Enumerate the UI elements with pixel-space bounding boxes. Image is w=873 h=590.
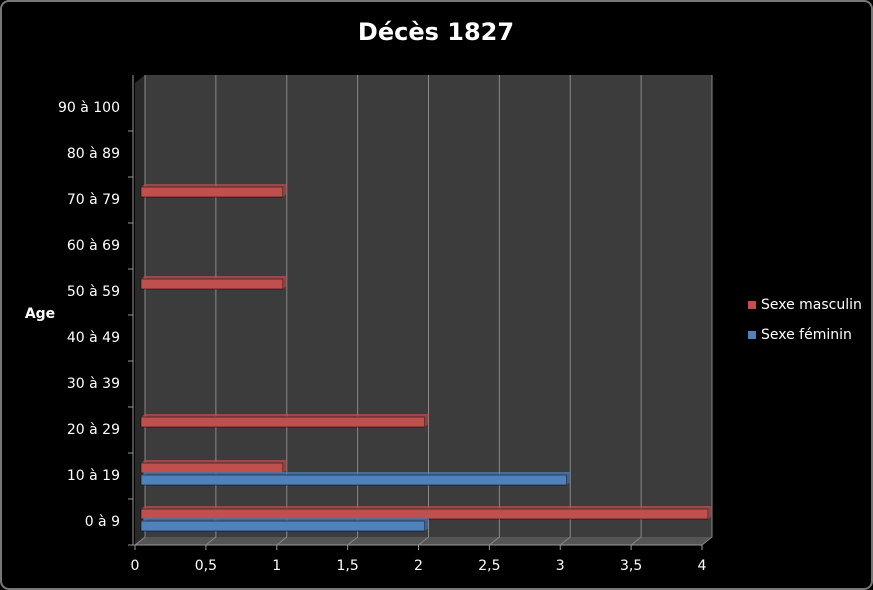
grid-line [559, 75, 571, 546]
bar-top [141, 506, 712, 509]
bar-top [141, 414, 429, 417]
bar-face [140, 508, 709, 520]
y-tick-label: 20 à 29 [67, 422, 120, 438]
x-tick-label: 3,5 [620, 558, 642, 574]
x-tick-label: 1,5 [336, 558, 358, 574]
y-tick-label: 30 à 39 [67, 376, 120, 392]
y-tick-label: 10 à 19 [67, 468, 120, 484]
bar [140, 518, 429, 532]
bar [140, 414, 429, 428]
bar-face [140, 416, 425, 428]
y-tick-label: 80 à 89 [67, 146, 120, 162]
bar-face [140, 462, 283, 474]
plot: 0 0,5 1 1,5 2 2,5 3 3,5 4 0 à 9 10 à 19 20 à 29 30 à… [58, 75, 862, 574]
x-tick-label: 0 [131, 558, 140, 574]
bar-end [424, 414, 429, 427]
grid-line [489, 75, 500, 546]
y-tick-label: 90 à 100 [58, 100, 120, 116]
y-tick-label: 40 à 49 [67, 330, 120, 346]
bar-end [282, 184, 287, 197]
legend-swatch [748, 331, 756, 339]
x-tick-label: 0,5 [195, 558, 217, 574]
bar-top [141, 460, 287, 463]
bar [140, 472, 571, 486]
legend-swatch [748, 301, 756, 309]
bar-face [140, 474, 567, 486]
grid-line [134, 75, 146, 546]
bar [140, 460, 287, 474]
bar-face [140, 186, 283, 198]
grid-line [276, 75, 288, 546]
chart-title: Décès 1827 [358, 18, 514, 46]
x-tick-label: 3 [556, 558, 565, 574]
x-tick-label: 1 [272, 558, 281, 574]
legend-label: Sexe masculin [761, 297, 862, 313]
bar-end [282, 276, 287, 289]
bar [140, 276, 287, 290]
bar-end [708, 506, 712, 519]
bar-face [140, 278, 283, 290]
bar [140, 506, 712, 520]
bar [140, 184, 287, 198]
y-tick-label: 70 à 79 [67, 192, 120, 208]
x-tick-label: 2 [414, 558, 423, 574]
grid-line [205, 75, 217, 546]
bar-end [424, 518, 429, 531]
y-tick-label: 0 à 9 [85, 514, 120, 530]
grid-line [347, 75, 359, 546]
y-axis-label: Age [25, 306, 55, 322]
bar-face [140, 520, 425, 532]
grid-line [701, 75, 713, 546]
y-tick-label: 50 à 59 [67, 284, 120, 300]
bar-top [141, 518, 429, 521]
grid-line [630, 75, 642, 546]
x-tick-label: 2,5 [478, 558, 500, 574]
bar-top [141, 276, 287, 279]
y-tick-label: 60 à 69 [67, 238, 120, 254]
bar-top [141, 472, 571, 475]
bar-top [141, 184, 287, 187]
x-tick-label: 4 [698, 558, 707, 574]
bar-end [282, 460, 287, 473]
legend-label: Sexe féminin [761, 327, 852, 343]
grid-line [418, 75, 429, 546]
bar-end [566, 472, 571, 485]
